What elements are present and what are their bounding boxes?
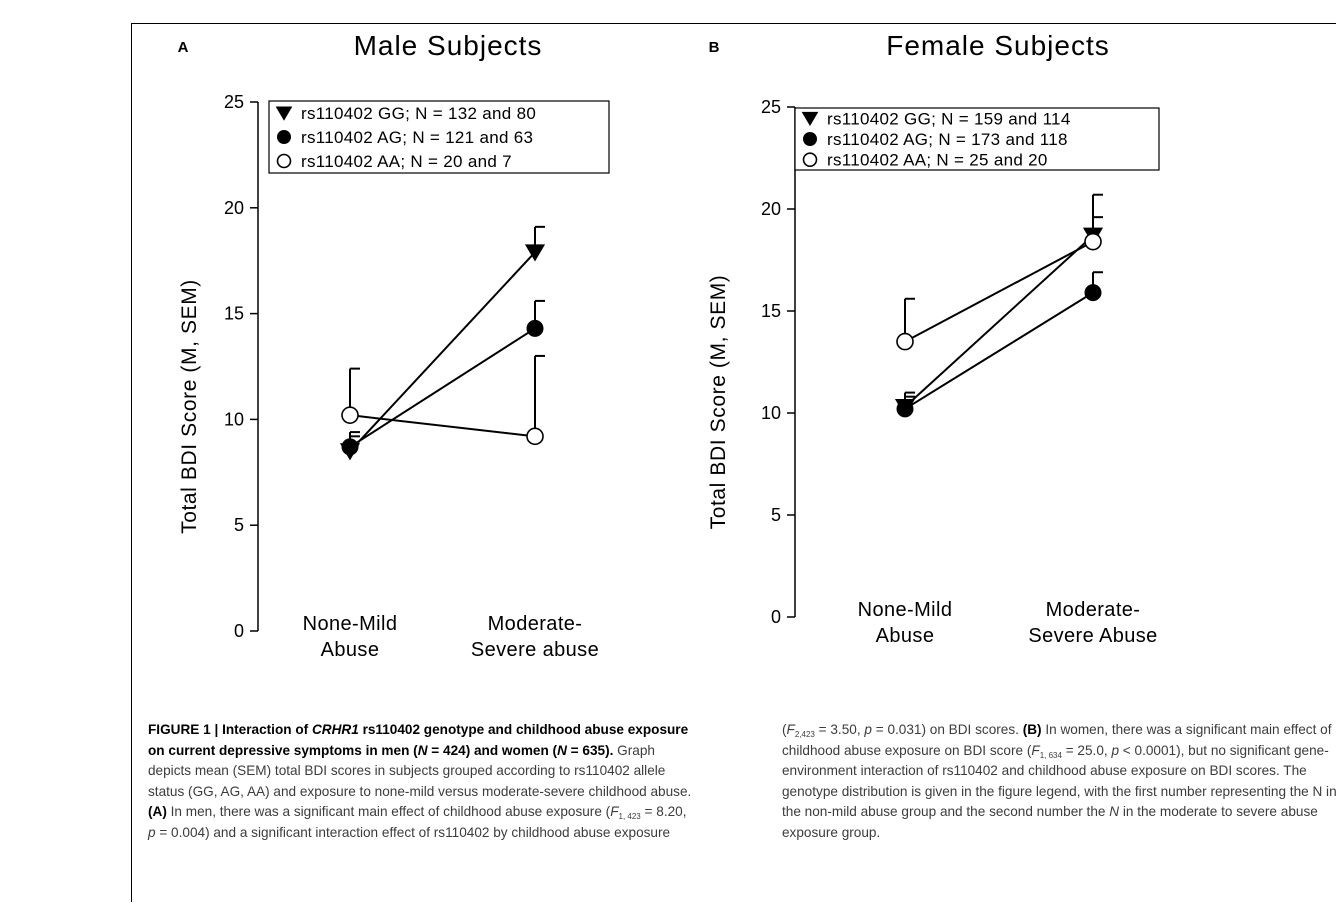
panel-b-series-line (904, 234, 1094, 408)
panel-a-legend-marker (277, 130, 291, 144)
figure-charts: A Male Subjects 0 5 10 15 20 25 Total BDI Score … (178, 30, 1160, 661)
panel-b-legend-box (794, 107, 1160, 171)
caption-p-3: p (1111, 742, 1120, 758)
panel-a-y-tick-label: 15 (224, 304, 244, 324)
panel-b-data-point (1084, 232, 1102, 251)
panel-a-series-line (349, 327, 536, 448)
panel-a-y-tick-label: 10 (224, 409, 244, 429)
caption-column-left: FIGURE 1 | Interaction of CRHR1 rs110402… (148, 720, 693, 843)
panel-b-legend-marker (801, 111, 819, 127)
caption-title-c: = 424) and women ( (427, 742, 558, 758)
panel-b-data-point (1084, 284, 1102, 302)
panel-a-data-point (341, 438, 359, 456)
caption-label-a: (A) (148, 804, 167, 819)
panel-a-data-point (526, 319, 544, 337)
panel-a-series-line (349, 251, 536, 452)
figure-frame (131, 23, 1336, 902)
caption-n-men: N (417, 742, 428, 758)
caption-label-b: (B) (1022, 722, 1042, 737)
caption-stat-2: 2,423 (794, 730, 815, 739)
caption-body-10: < 0.0001), but no significant gene-envir… (782, 742, 1337, 820)
panel-a-x-category-label: Abuse (321, 639, 380, 661)
panel-a-y-label: Total BDI Score (M, SEM) (178, 279, 201, 534)
panel-b-legend-marker (803, 132, 817, 146)
caption-title-b: rs110402 genotype and childhood abuse ex… (148, 722, 689, 758)
panel-b-y-tick-label: 15 (761, 301, 781, 321)
panel-a-series-line (349, 414, 536, 438)
caption-title-a: Interaction of (222, 722, 309, 737)
caption-n-women: N (557, 742, 567, 758)
caption-body-6: = 3.50, (814, 722, 865, 737)
panel-a-y-tick-label: 25 (224, 92, 244, 112)
panel-a-legend-marker (275, 106, 293, 121)
panel-a-legend-label: rs110402 AA; N = 20 and 7 (301, 152, 512, 171)
caption-f-2: F (786, 722, 795, 737)
caption-title-d: = 635). (566, 742, 614, 758)
caption-f-3: F (1031, 742, 1040, 758)
panel-b-legend-label: rs110402 AA; N = 25 and 20 (827, 151, 1048, 170)
panel-a-x-category-label: None-Mild (303, 613, 398, 635)
panel-b-y-tick-label: 10 (761, 403, 781, 423)
panel-b-data-point (896, 400, 914, 418)
panel-b-letter: B (709, 39, 720, 56)
caption-column-right: (F2,423 = 3.50, p = 0.031) on BDI scores… (782, 720, 1342, 843)
caption-body-4: = 0.004) and a significant interaction e… (155, 824, 671, 840)
panel-b-y-tick-label: 25 (761, 97, 781, 117)
panel-b-y-tick-label: 5 (771, 505, 781, 525)
caption-body-2: In men, there was a significant main eff… (170, 804, 611, 819)
panel-b-legend-marker (802, 152, 818, 167)
panel-a-x-category-label: Severe abuse (471, 639, 599, 661)
panel-a-data-point (341, 406, 359, 424)
caption-body-7: = 0.031) on BDI scores. (871, 722, 1019, 737)
panel-b-series-line (904, 240, 1094, 343)
panel-a-y-tick-label: 5 (234, 515, 244, 535)
caption-body-1: Graph depicts mean (SEM) total BDI score… (148, 742, 692, 799)
panel-b-y-tick-label: 0 (771, 607, 781, 627)
panel-b-x-category-label: Abuse (876, 625, 935, 647)
panel-a-legend-box (268, 100, 610, 174)
caption-body-9: = 25.0, (1061, 742, 1112, 758)
panel-a-y-tick-label: 0 (234, 621, 244, 641)
caption-gene: CRHR1 (311, 722, 359, 737)
caption-f-1: F (610, 804, 619, 819)
caption-body-5: ( (782, 722, 787, 737)
panel-b-data-point (896, 332, 914, 351)
panel-a-legend-label: rs110402 AG; N = 121 and 63 (301, 128, 533, 147)
caption-stat-3: 1, 634 (1039, 750, 1062, 760)
panel-b-x-category-label: None-Mild (858, 599, 953, 621)
caption-stat-1: 1, 423 (618, 812, 641, 821)
panel-a-legend-label: rs110402 GG; N = 132 and 80 (301, 104, 536, 123)
panel-b-title: Female Subjects (886, 30, 1110, 61)
caption-p-1: p (148, 824, 156, 840)
panel-a-x-category-label: Moderate- (488, 613, 583, 635)
panel-a-data-point (524, 244, 546, 262)
panel-a-data-point (526, 427, 544, 446)
panel-a-legend-marker (276, 153, 292, 169)
caption-body-3: = 8.20, (640, 804, 687, 819)
panel-b-y-tick-label: 20 (761, 199, 781, 219)
caption-p-2: p (864, 722, 872, 737)
panel-b-series-line (904, 291, 1094, 410)
caption-body-8: In women, there was a significant main e… (782, 722, 1332, 758)
panel-b-x-category-label: Moderate- (1046, 599, 1141, 621)
panel-b-legend-label: rs110402 AG; N = 173 and 118 (827, 130, 1068, 149)
panel-b-x-category-label: Severe Abuse (1028, 625, 1157, 647)
panel-b-y-label: Total BDI Score (M, SEM) (707, 275, 730, 530)
caption-body-11: in the moderate to severe abuse exposure… (782, 804, 1318, 840)
caption-n-italic: N (1109, 804, 1120, 819)
panel-a-title: Male Subjects (354, 30, 543, 61)
caption-figure-label: FIGURE 1 | (148, 722, 219, 737)
panel-a-y-tick-label: 20 (224, 198, 244, 218)
panel-a-letter: A (178, 39, 189, 56)
panel-b-legend-label: rs110402 GG; N = 159 and 114 (827, 109, 1071, 128)
